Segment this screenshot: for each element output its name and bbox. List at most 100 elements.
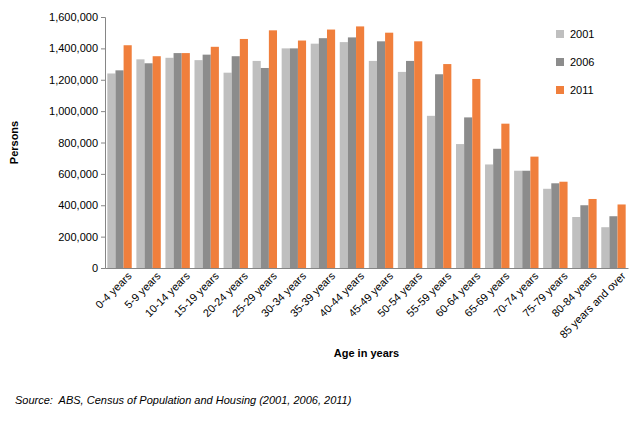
chart: 0 200,000 400,000 600,000 800,000 1,000,000 1,… [0, 0, 643, 424]
tick: 0 [92, 262, 105, 274]
tick-label: 600,000 [58, 168, 98, 180]
legend-swatch [556, 30, 564, 38]
bar [340, 42, 348, 268]
bar [514, 171, 522, 268]
bar [493, 149, 501, 268]
series [115, 37, 617, 268]
tick-mark [101, 80, 105, 81]
tick-mark [101, 111, 105, 112]
tick: 85 years and over [557, 268, 628, 340]
bar [464, 117, 472, 268]
legend-label: 2011 [570, 84, 594, 96]
bar [282, 48, 290, 268]
tick-mark [101, 174, 105, 175]
bar [240, 39, 248, 268]
bar [107, 73, 115, 268]
bar [203, 55, 211, 268]
tick-label: 1,200,000 [49, 74, 98, 86]
bar [551, 183, 559, 268]
y-axis: 0 200,000 400,000 600,000 800,000 1,000,000 1,… [49, 11, 105, 274]
bar [115, 70, 123, 268]
legend: 2001 2006 2011 [556, 28, 594, 96]
legend-item: 2001 [556, 28, 594, 40]
bar [211, 47, 219, 268]
tick: 800,000 [58, 137, 105, 149]
bar [145, 63, 153, 268]
bar [311, 44, 319, 268]
tick-mark [101, 17, 105, 18]
tick: 200,000 [58, 231, 105, 243]
bar [618, 204, 626, 268]
annotation: Source: ABS, Census of Population and Ho… [15, 394, 352, 406]
bar [182, 53, 190, 268]
bar [232, 56, 240, 268]
tick: 1,200,000 [49, 74, 105, 86]
tick-label: 400,000 [58, 199, 98, 211]
bar [298, 41, 306, 268]
plot: 0 200,000 400,000 600,000 800,000 1,000,000 1,… [49, 11, 628, 340]
bar [377, 41, 385, 268]
bar [501, 124, 509, 268]
bar [124, 45, 132, 268]
bar [414, 41, 422, 268]
tick-label: 1,000,000 [49, 105, 98, 117]
bar [398, 72, 406, 268]
x-axis-title: Age in years [334, 347, 399, 359]
bar [435, 74, 443, 268]
bar [456, 144, 464, 268]
bar [369, 61, 377, 268]
bar [485, 164, 493, 268]
axis-line [101, 18, 106, 269]
bar [261, 68, 269, 268]
bar [165, 58, 173, 268]
bar [356, 26, 364, 268]
legend-label: 2001 [570, 28, 594, 40]
tick-label: 800,000 [58, 137, 98, 149]
tick-mark [101, 205, 105, 206]
bar [290, 48, 298, 268]
series [124, 26, 626, 268]
legend-swatch [556, 86, 564, 94]
bar [194, 60, 202, 268]
bar [153, 56, 161, 268]
bar [588, 199, 596, 268]
tick: 1,400,000 [49, 42, 105, 54]
tick-mark [101, 237, 105, 238]
bar [385, 33, 393, 268]
x-axis: 0-4 years5-9 years10-14 years15-19 years… [93, 268, 629, 340]
bar [136, 59, 144, 268]
bar [530, 157, 538, 268]
y-axis-title: Persons [8, 121, 20, 164]
legend-item: 2011 [556, 84, 594, 96]
tick-mark [101, 143, 105, 144]
bar [601, 227, 609, 268]
bar [319, 38, 327, 268]
tick: 1,600,000 [49, 11, 105, 23]
tick-label: 85 years and over [557, 269, 628, 340]
tick-mark [101, 268, 105, 269]
bars [107, 26, 625, 268]
legend-item: 2006 [556, 56, 594, 68]
bar [427, 116, 435, 268]
tick-label: 200,000 [58, 231, 98, 243]
tick-label: 1,600,000 [49, 11, 98, 23]
tick-mark [101, 48, 105, 49]
bar [572, 217, 580, 268]
legend-swatch [556, 58, 564, 66]
bar [609, 216, 617, 268]
tick-label: 0 [92, 262, 98, 274]
bar [580, 205, 588, 268]
tick: 400,000 [58, 199, 105, 211]
bar [522, 171, 530, 268]
bar [543, 189, 551, 268]
bar [327, 30, 335, 268]
bar [406, 61, 414, 268]
tick-label: 1,400,000 [49, 42, 98, 54]
bar [269, 30, 277, 268]
bar [174, 53, 182, 268]
tick: 1,000,000 [49, 105, 105, 117]
bar [443, 64, 451, 268]
tick: 600,000 [58, 168, 105, 180]
bar [348, 37, 356, 268]
legend-label: 2006 [570, 56, 594, 68]
